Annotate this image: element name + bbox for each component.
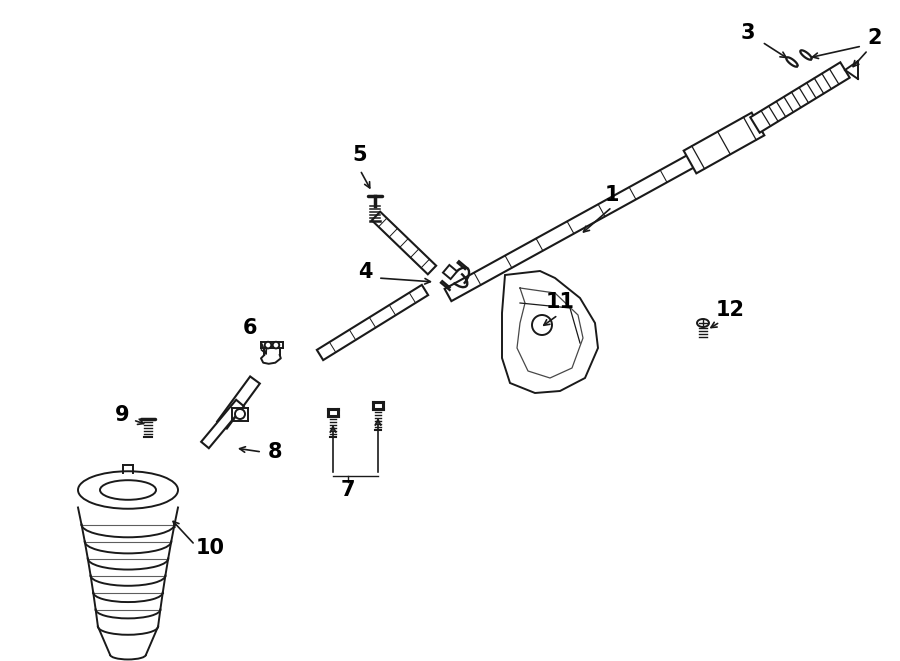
Polygon shape xyxy=(443,265,457,279)
Polygon shape xyxy=(217,377,260,428)
Text: 6: 6 xyxy=(243,318,257,338)
Text: 5: 5 xyxy=(353,145,367,165)
Polygon shape xyxy=(684,112,764,173)
Ellipse shape xyxy=(697,319,709,327)
Text: 4: 4 xyxy=(358,262,373,282)
Ellipse shape xyxy=(100,480,156,500)
Polygon shape xyxy=(317,285,428,360)
Circle shape xyxy=(273,342,279,348)
Text: 10: 10 xyxy=(195,538,224,558)
Ellipse shape xyxy=(78,471,178,509)
Text: 12: 12 xyxy=(716,300,744,320)
Circle shape xyxy=(532,315,552,335)
Text: 8: 8 xyxy=(268,442,283,462)
Text: 7: 7 xyxy=(341,480,356,500)
Polygon shape xyxy=(372,212,436,274)
Text: 1: 1 xyxy=(605,185,619,205)
Text: 2: 2 xyxy=(868,28,882,48)
Polygon shape xyxy=(751,62,850,133)
Text: 3: 3 xyxy=(741,23,755,43)
Circle shape xyxy=(265,342,271,348)
Text: 11: 11 xyxy=(545,292,574,312)
Polygon shape xyxy=(502,271,598,393)
Circle shape xyxy=(235,409,245,419)
Polygon shape xyxy=(202,400,244,448)
Polygon shape xyxy=(445,154,697,301)
Text: 9: 9 xyxy=(114,405,130,425)
